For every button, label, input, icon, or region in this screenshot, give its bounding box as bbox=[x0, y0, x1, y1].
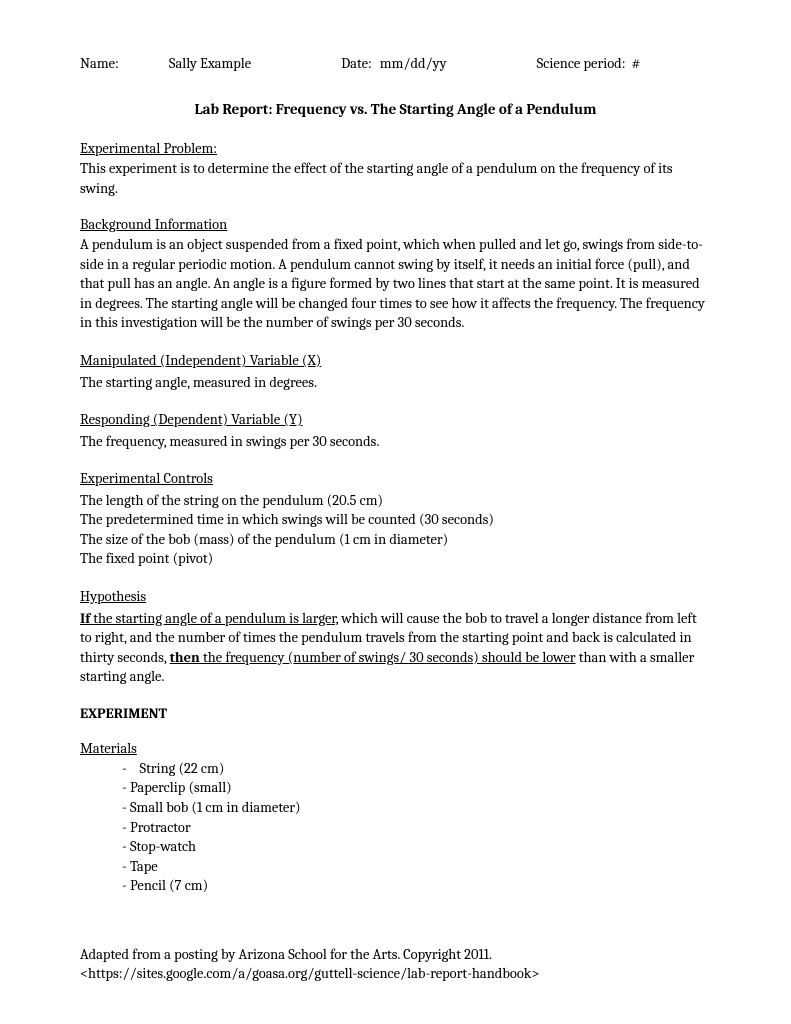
hypothesis-body: If the starting angle of a pendulum is l… bbox=[80, 609, 711, 687]
footer: Adapted from a posting by Arizona School… bbox=[80, 945, 711, 984]
materials-item: Small bob (1 cm in diameter) bbox=[122, 798, 711, 818]
materials-item: String (22 cm) bbox=[122, 759, 711, 779]
section-problem: Experimental Problem: This experiment is… bbox=[80, 140, 711, 198]
controls-line: The fixed point (pivot) bbox=[80, 549, 711, 569]
materials-list: String (22 cm) Paperclip (small) Small b… bbox=[122, 759, 711, 896]
hypothesis-then-bold: then bbox=[170, 649, 200, 666]
section-materials: Materials String (22 cm) Paperclip (smal… bbox=[80, 740, 711, 896]
materials-item: Pencil (7 cm) bbox=[122, 876, 711, 896]
header-row: Name: Sally Example Date: mm/dd/yy Scien… bbox=[80, 55, 711, 72]
section-independent: Manipulated (Independent) Variable (X) T… bbox=[80, 351, 711, 392]
controls-line: The predetermined time in which swings w… bbox=[80, 510, 711, 530]
section-background: Background Information A pendulum is an … bbox=[80, 216, 711, 333]
hypothesis-then-rest: the frequency (number of swings/ 30 seco… bbox=[200, 649, 576, 666]
dependent-body: The frequency, measured in swings per 30… bbox=[80, 432, 711, 452]
hypothesis-heading: Hypothesis bbox=[80, 587, 711, 607]
period-label: Science period: bbox=[537, 55, 626, 72]
footer-line2: <https://sites.google.com/a/goasa.org/gu… bbox=[80, 964, 711, 984]
date-value: mm/dd/yy bbox=[380, 55, 447, 72]
controls-lines: The length of the string on the pendulum… bbox=[80, 491, 711, 569]
dependent-heading: Responding (Dependent) Variable (Y) bbox=[80, 410, 711, 430]
materials-item: Paperclip (small) bbox=[122, 778, 711, 798]
period-value: # bbox=[632, 55, 641, 72]
materials-heading: Materials bbox=[80, 740, 711, 757]
independent-heading: Manipulated (Independent) Variable (X) bbox=[80, 351, 711, 371]
name-label: Name: bbox=[80, 55, 119, 72]
name-value: Sally Example bbox=[169, 55, 251, 72]
section-hypothesis: Hypothesis If the starting angle of a pe… bbox=[80, 587, 711, 687]
controls-line: The size of the bob (mass) of the pendul… bbox=[80, 530, 711, 550]
lab-report-page: Name: Sally Example Date: mm/dd/yy Scien… bbox=[0, 0, 791, 1024]
background-heading: Background Information bbox=[80, 216, 711, 233]
problem-heading: Experimental Problem: bbox=[80, 140, 711, 157]
hypothesis-if-rest: the starting angle of a pendulum is larg… bbox=[90, 610, 338, 627]
section-controls: Experimental Controls The length of the … bbox=[80, 469, 711, 569]
experiment-heading: EXPERIMENT bbox=[80, 705, 711, 722]
section-dependent: Responding (Dependent) Variable (Y) The … bbox=[80, 410, 711, 451]
problem-body: This experiment is to determine the effe… bbox=[80, 159, 711, 198]
materials-item: Tape bbox=[122, 857, 711, 877]
report-title: Lab Report: Frequency vs. The Starting A… bbox=[80, 100, 711, 118]
materials-item: Stop-watch bbox=[122, 837, 711, 857]
date-label: Date: bbox=[341, 55, 372, 72]
controls-line: The length of the string on the pendulum… bbox=[80, 491, 711, 511]
footer-line1: Adapted from a posting by Arizona School… bbox=[80, 945, 711, 965]
independent-body: The starting angle, measured in degrees. bbox=[80, 373, 711, 393]
hypothesis-if-bold: If bbox=[80, 610, 90, 627]
background-body: A pendulum is an object suspended from a… bbox=[80, 235, 711, 333]
materials-item: Protractor bbox=[122, 818, 711, 838]
controls-heading: Experimental Controls bbox=[80, 469, 711, 489]
